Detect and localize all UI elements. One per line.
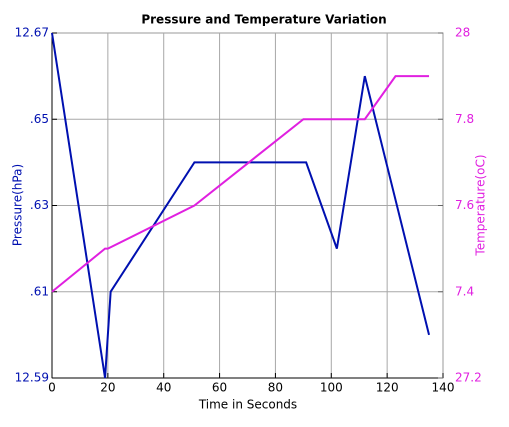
x-tick-label: 0	[48, 381, 56, 395]
y2-axis-label: Temperature(oC)	[474, 154, 488, 256]
chart-title: Pressure and Temperature Variation	[141, 13, 386, 27]
y-tick-label: .61	[30, 284, 49, 298]
x-tick-label: 60	[212, 381, 227, 395]
y-tick-label: 12.59	[15, 371, 49, 385]
x-tick-label: 140	[432, 381, 455, 395]
x-axis-label: Time in Seconds	[198, 398, 297, 412]
y-tick-label: .65	[30, 112, 49, 126]
y2-tick-label: 7.4	[455, 284, 474, 298]
y-tick-label: .63	[30, 198, 49, 212]
y2-tick-label: 7.8	[455, 112, 474, 126]
x-tick-label: 120	[376, 381, 399, 395]
x-tick-label: 20	[100, 381, 115, 395]
x-tick-label: 100	[320, 381, 343, 395]
y2-tick-label: 27.2	[455, 371, 482, 385]
y2-tick-label: 7.6	[455, 198, 474, 212]
x-tick-label: 40	[156, 381, 171, 395]
y-axis-label: Pressure(hPa)	[11, 164, 25, 246]
x-tick-label: 80	[268, 381, 283, 395]
y2-tick-label: 28	[455, 26, 470, 40]
y-tick-label: 12.67	[15, 26, 49, 40]
series-line	[51, 75, 430, 293]
